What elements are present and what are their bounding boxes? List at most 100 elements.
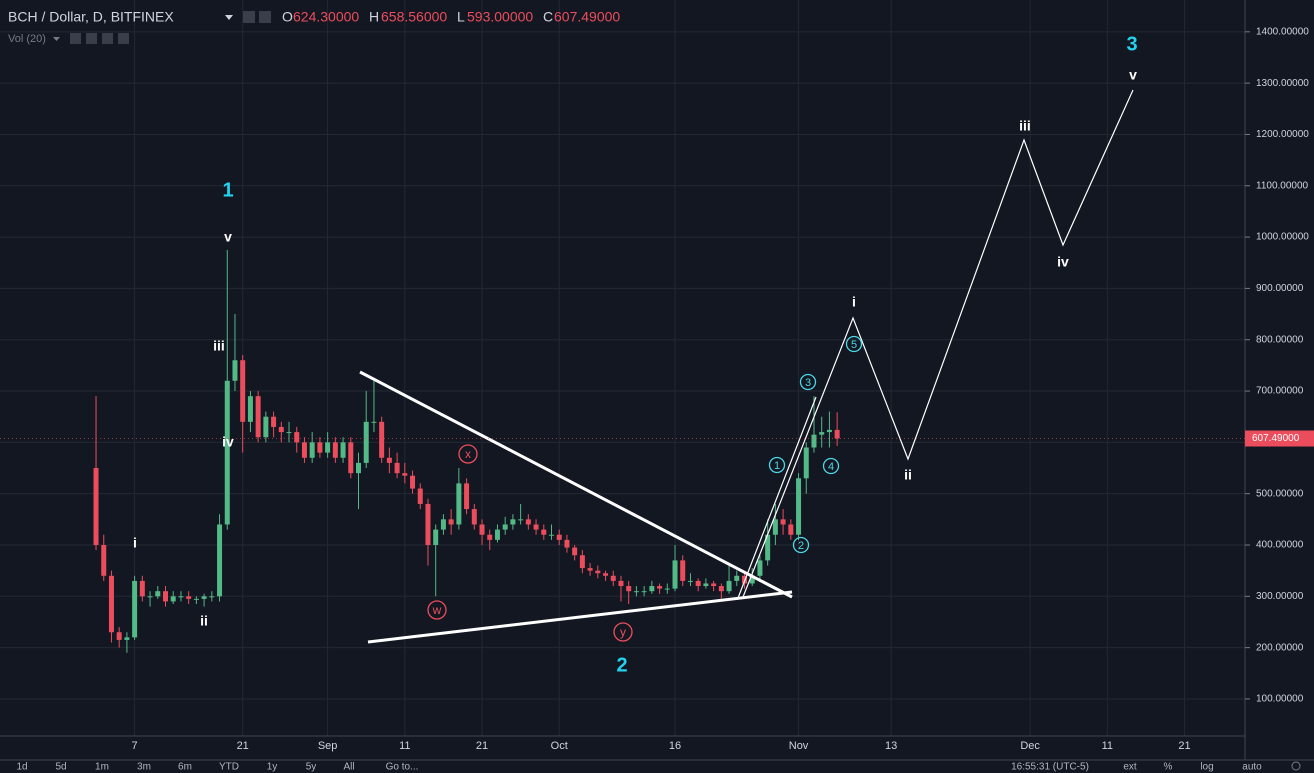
y-tick-label: 500.00000 bbox=[1256, 488, 1304, 499]
candle-body bbox=[765, 534, 771, 561]
candle-body bbox=[271, 416, 277, 427]
option-button[interactable]: log bbox=[1200, 762, 1213, 773]
option-button[interactable]: auto bbox=[1242, 762, 1262, 773]
candle-body bbox=[178, 596, 184, 598]
candle-body bbox=[340, 442, 346, 458]
candle-body bbox=[155, 591, 161, 597]
candle-body bbox=[448, 519, 454, 525]
range-button[interactable]: 5y bbox=[306, 762, 317, 773]
candle-body bbox=[657, 586, 663, 589]
candle-body bbox=[826, 429, 832, 433]
option-button[interactable]: % bbox=[1164, 762, 1173, 773]
candle-body bbox=[348, 442, 354, 474]
candle-body bbox=[587, 568, 593, 571]
range-button[interactable]: 1y bbox=[267, 762, 278, 773]
candle-body bbox=[788, 524, 794, 535]
candle-body bbox=[672, 560, 678, 589]
candle-body bbox=[803, 447, 809, 479]
range-button[interactable]: YTD bbox=[219, 762, 239, 773]
wave-circle bbox=[613, 622, 633, 642]
x-tick-label: 13 bbox=[885, 740, 897, 752]
candle-body bbox=[139, 580, 145, 597]
candle-body bbox=[603, 573, 609, 576]
ohlc-value: 624.30000 bbox=[293, 9, 359, 25]
x-tick-label: Dec bbox=[1020, 740, 1040, 752]
dropdown-icon[interactable] bbox=[53, 37, 60, 41]
x-tick-label: 21 bbox=[1178, 740, 1190, 752]
candle-body bbox=[734, 575, 740, 581]
candle-body bbox=[487, 534, 493, 540]
option-button[interactable]: ext bbox=[1123, 762, 1137, 773]
ohlc-label: H bbox=[369, 9, 379, 25]
wave-label: iii bbox=[1019, 118, 1031, 134]
candle-body bbox=[564, 539, 570, 548]
candle-body bbox=[834, 429, 840, 439]
indicator-icon[interactable] bbox=[86, 33, 97, 44]
candle-body bbox=[479, 524, 485, 535]
y-tick-label: 300.00000 bbox=[1256, 591, 1304, 602]
candle-body bbox=[703, 583, 709, 587]
range-button[interactable]: Go to... bbox=[386, 762, 419, 773]
wave-circle bbox=[427, 600, 447, 620]
x-tick-label: 16 bbox=[669, 740, 681, 752]
candle-body bbox=[811, 434, 817, 448]
y-tick-label: 400.00000 bbox=[1256, 540, 1304, 551]
range-button[interactable]: 5d bbox=[55, 762, 66, 773]
candle-body bbox=[108, 575, 114, 633]
candle-body bbox=[379, 421, 385, 458]
candle-body bbox=[394, 462, 400, 474]
y-tick-label: 1200.00000 bbox=[1256, 129, 1309, 140]
candle-body bbox=[232, 360, 238, 381]
candle-body bbox=[116, 632, 122, 640]
wave-label: 1 bbox=[222, 179, 233, 201]
dropdown-icon[interactable] bbox=[225, 15, 233, 20]
x-tick-label: 21 bbox=[476, 740, 488, 752]
indicator-icon[interactable] bbox=[70, 33, 81, 44]
range-button[interactable]: 3m bbox=[137, 762, 151, 773]
wave-label: 4 bbox=[828, 461, 834, 473]
candle-body bbox=[626, 586, 632, 592]
candle-body bbox=[556, 534, 562, 540]
candle-body bbox=[649, 586, 655, 592]
clock: 16:55:31 (UTC-5) bbox=[1011, 762, 1089, 773]
indicator-icon[interactable] bbox=[102, 33, 113, 44]
ohlc-value: 658.56000 bbox=[381, 9, 447, 25]
candle-body bbox=[572, 547, 578, 556]
candle-body bbox=[93, 468, 99, 545]
range-button[interactable]: 6m bbox=[178, 762, 192, 773]
settings-icon[interactable] bbox=[1291, 761, 1301, 771]
candle-body bbox=[386, 457, 392, 463]
candle-body bbox=[363, 421, 369, 463]
trend-line bbox=[737, 396, 817, 599]
candle-body bbox=[610, 575, 616, 581]
wave-circle bbox=[845, 335, 863, 353]
candle-body bbox=[255, 396, 261, 438]
candle-body bbox=[433, 529, 439, 545]
indicator-label[interactable]: Vol (20) bbox=[8, 33, 46, 45]
candle-body bbox=[224, 380, 230, 525]
projection-path bbox=[742, 89, 1134, 598]
wave-label: 2 bbox=[616, 654, 627, 676]
candle-body bbox=[186, 596, 192, 599]
range-button[interactable]: All bbox=[343, 762, 354, 773]
trend-line bbox=[367, 590, 793, 644]
range-button[interactable]: 1m bbox=[95, 762, 109, 773]
ohlc-value: 607.49000 bbox=[554, 9, 620, 25]
range-button[interactable]: 1d bbox=[16, 762, 27, 773]
wave-label: w bbox=[432, 603, 442, 617]
candle-body bbox=[664, 588, 670, 590]
wave-label: ii bbox=[904, 467, 912, 483]
candle-body bbox=[163, 591, 168, 602]
settings-icon[interactable] bbox=[243, 11, 255, 23]
indicator-icon[interactable] bbox=[118, 33, 129, 44]
candle-body bbox=[772, 519, 778, 535]
candle-body bbox=[294, 432, 300, 443]
candle-body bbox=[278, 426, 284, 433]
symbol-title[interactable]: BCH / Dollar, D, BITFINEX bbox=[8, 9, 174, 25]
candle-body bbox=[757, 560, 763, 576]
settings-icon[interactable] bbox=[259, 11, 271, 23]
wave-circle bbox=[822, 457, 840, 475]
wave-label: 3 bbox=[1126, 33, 1137, 55]
candle-body bbox=[510, 519, 516, 525]
